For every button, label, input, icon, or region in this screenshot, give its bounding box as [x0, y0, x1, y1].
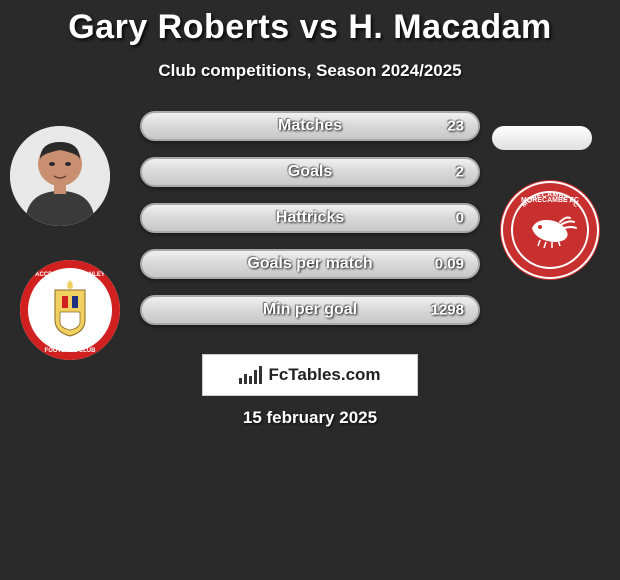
page-title: Gary Roberts vs H. Macadam: [0, 0, 620, 47]
footer-date: 15 february 2025: [0, 408, 620, 428]
stat-value: 1298: [431, 302, 464, 319]
stats-area: Matches 23 Goals 2 Hattricks 0 Goals per…: [0, 111, 620, 351]
brand-text: FcTables.com: [268, 365, 380, 385]
infographic-root: Gary Roberts vs H. Macadam Club competit…: [0, 0, 620, 580]
stat-label: Goals: [288, 163, 332, 181]
stat-value: 0.09: [435, 256, 464, 273]
page-subtitle: Club competitions, Season 2024/2025: [0, 61, 620, 81]
stats-column: Matches 23 Goals 2 Hattricks 0 Goals per…: [140, 111, 480, 341]
bar-chart-icon: [239, 366, 262, 384]
stat-pill: Matches 23: [140, 111, 480, 141]
stat-value: 0: [456, 210, 464, 227]
stat-label: Matches: [278, 117, 342, 135]
stat-label: Hattricks: [276, 209, 344, 227]
stat-value: 23: [447, 118, 464, 135]
stat-pill: Goals per match 0.09: [140, 249, 480, 279]
stat-pill: Min per goal 1298: [140, 295, 480, 325]
stat-label: Min per goal: [263, 301, 357, 319]
stat-pill: Hattricks 0: [140, 203, 480, 233]
brand-box: FcTables.com: [202, 354, 418, 396]
stat-label: Goals per match: [247, 255, 372, 273]
stat-value: 2: [456, 164, 464, 181]
stat-pill: Goals 2: [140, 157, 480, 187]
